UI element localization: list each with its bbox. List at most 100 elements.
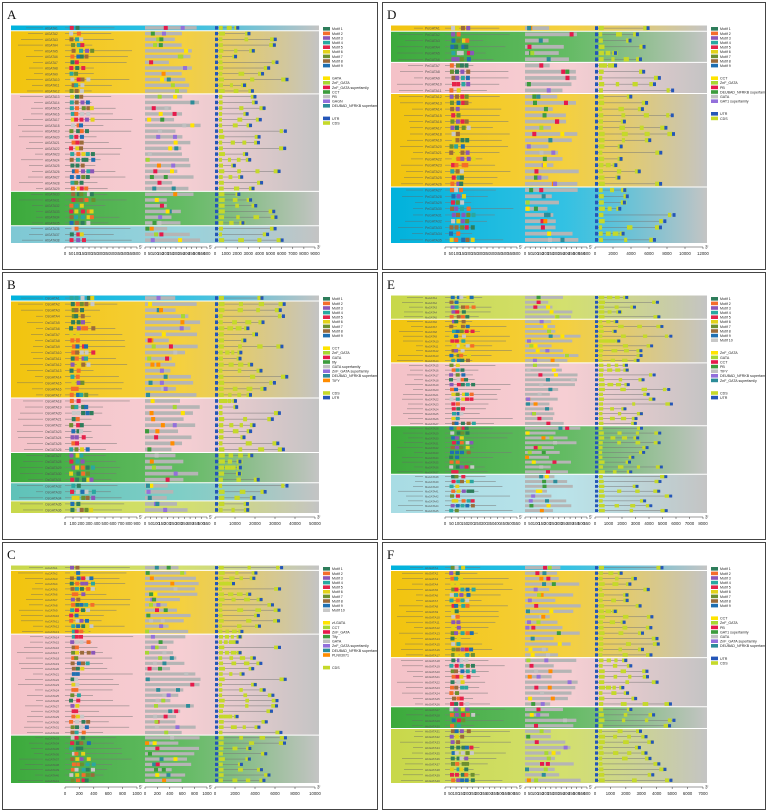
- gene-name: MaGATA24: [425, 407, 439, 411]
- motif-box: [460, 431, 465, 435]
- utr-box: [595, 636, 598, 641]
- domain-box: [527, 674, 532, 679]
- motif-box: [71, 624, 76, 629]
- domain-bar: [145, 635, 186, 639]
- domain-bar: [525, 368, 562, 372]
- motif-box: [70, 507, 75, 513]
- domain-box: [531, 702, 536, 706]
- domain-bar: [145, 411, 193, 415]
- gene-name: OsGATA16: [45, 387, 62, 391]
- cds-box: [643, 392, 647, 397]
- cds-box: [616, 32, 622, 37]
- cds-box: [219, 709, 223, 714]
- cds-box: [236, 215, 240, 220]
- cds-box: [599, 88, 603, 93]
- domain-box: [529, 663, 534, 668]
- motif-box: [69, 295, 74, 301]
- axis-tick-label: 300: [555, 521, 563, 526]
- domain-box: [163, 507, 168, 513]
- domain-bar: [525, 305, 553, 309]
- motif-box: [454, 319, 459, 324]
- motif-box: [460, 324, 465, 329]
- domain-bar: [525, 609, 574, 613]
- utr-box: [595, 582, 598, 586]
- motif-box: [465, 669, 470, 674]
- domain-box: [155, 762, 160, 767]
- motif-box: [76, 43, 81, 48]
- motif-box: [75, 140, 80, 145]
- motif-box: [71, 629, 76, 634]
- utr-box: [215, 393, 218, 397]
- motif-box: [85, 48, 90, 53]
- motif-box: [451, 407, 456, 411]
- axis-tick-label: 100: [533, 521, 541, 526]
- cds-box: [245, 698, 249, 703]
- utr-box: [625, 593, 629, 597]
- axis-tick-label: 300: [98, 251, 106, 256]
- utr-box: [632, 305, 636, 309]
- legend-structure-swatch: [323, 391, 330, 395]
- utr-box: [595, 69, 598, 74]
- cds-box: [249, 374, 256, 379]
- motif-box: [470, 499, 475, 503]
- utr-box: [657, 762, 661, 766]
- domain-bar: [525, 69, 576, 74]
- utr-box: [264, 752, 268, 756]
- motif-box: [86, 719, 91, 724]
- cds-box: [620, 702, 627, 706]
- domain-box: [546, 504, 551, 508]
- gene-name: HbGATA17: [425, 653, 440, 657]
- utr-box: [595, 38, 598, 43]
- axis-tick-label: 600: [584, 791, 592, 796]
- motif-box: [69, 157, 74, 162]
- motif-box: [86, 608, 91, 613]
- legend-motif-swatch: [323, 40, 330, 45]
- motif-box: [460, 119, 465, 124]
- utr-box: [245, 112, 249, 116]
- domain-box: [547, 231, 552, 236]
- panel-F: F HbGATA1 HbGATA2 HbGATA3 HbGATA4 HbGATA5 HbG…: [382, 542, 766, 810]
- motif-box: [75, 719, 80, 724]
- domain-bar: [145, 730, 182, 735]
- cds-box: [631, 696, 636, 701]
- domain-box: [170, 735, 175, 740]
- domain-bar: [525, 620, 558, 624]
- cds-box: [662, 387, 667, 392]
- domain-bar: [525, 707, 563, 712]
- motif-box: [79, 203, 84, 208]
- motif-box: [465, 751, 470, 755]
- cds-box: [599, 237, 603, 243]
- motif-box: [71, 197, 76, 202]
- cds-box: [228, 640, 235, 644]
- motif-box: [456, 181, 461, 187]
- utr-box: [215, 72, 218, 76]
- domain-bar: [145, 380, 194, 385]
- motif-box: [460, 200, 465, 205]
- domain-box: [178, 238, 183, 243]
- utr-box: [262, 778, 266, 782]
- motif-box: [76, 380, 81, 385]
- domain-box: [161, 698, 166, 703]
- motif-box: [81, 730, 86, 735]
- axis-tick-label: 650: [514, 791, 522, 796]
- cds-box: [604, 339, 611, 343]
- cds-box: [667, 131, 673, 137]
- motif-box: [456, 378, 461, 382]
- motif-box: [75, 714, 80, 719]
- motif-box: [76, 192, 81, 197]
- gene-name: AtGATA36: [45, 227, 60, 231]
- domain-box: [180, 25, 185, 30]
- utr-box: [641, 378, 645, 382]
- cds-box: [219, 581, 224, 586]
- domain-box: [153, 43, 158, 48]
- cds-box: [219, 83, 223, 88]
- domain-bar: [145, 123, 201, 128]
- legend-structure-label: CDS: [332, 666, 340, 670]
- motif-box: [70, 180, 75, 185]
- motif-box: [461, 603, 466, 608]
- utr-box: [215, 677, 218, 681]
- cds-box: [243, 693, 248, 698]
- domain-box: [173, 587, 178, 591]
- domain-box: [157, 180, 162, 185]
- motif-box: [79, 140, 84, 145]
